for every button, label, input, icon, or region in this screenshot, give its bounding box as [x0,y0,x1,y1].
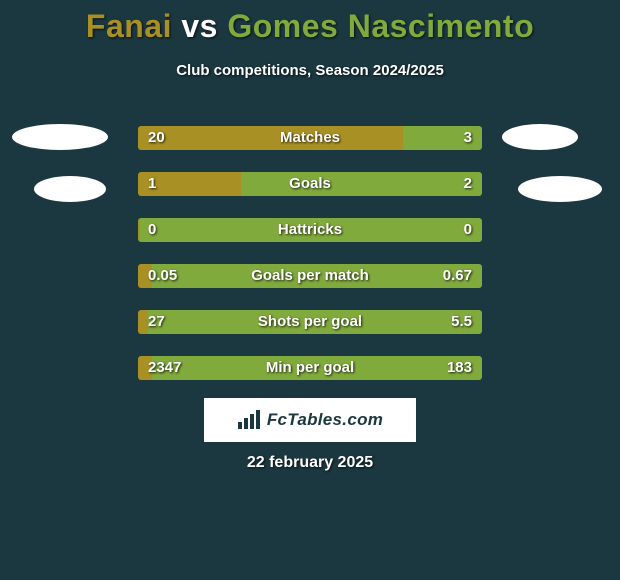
stat-bar-track [138,172,482,196]
stat-bar-track [138,264,482,288]
stat-bar-segment-a [138,264,152,288]
stat-bar-segment-a [138,356,152,380]
page-title: Fanai vs Gomes Nascimento [0,8,620,45]
stat-row: Shots per goal275.5 [138,310,482,334]
title-vs: vs [172,8,227,44]
stat-row: Hattricks00 [138,218,482,242]
fctables-badge: FcTables.com [204,398,416,442]
stat-bar-segment-b [241,172,482,196]
bar-chart-icon [237,410,261,430]
stat-bar-segment-b [140,218,482,242]
subtitle: Club competitions, Season 2024/2025 [0,62,620,79]
stat-row: Goals per match0.050.67 [138,264,482,288]
stat-bar-segment-b [152,264,482,288]
stat-row: Goals12 [138,172,482,196]
title-player-a: Fanai [86,8,172,44]
avatar-player-a-2 [34,176,106,202]
stat-bar-track [138,310,482,334]
date-label: 22 february 2025 [0,454,620,472]
stat-row: Matches203 [138,126,482,150]
stat-bar-segment-b [152,356,482,380]
stat-row: Min per goal2347183 [138,356,482,380]
stat-bar-track [138,356,482,380]
title-player-b: Gomes Nascimento [227,8,534,44]
stat-bar-segment-a [138,310,148,334]
stat-bar-segment-a [138,172,241,196]
badge-text: FcTables.com [267,410,383,430]
avatar-player-b-1 [502,124,578,150]
stat-bar-track [138,126,482,150]
stat-bar-segment-b [403,126,482,150]
avatar-player-b-2 [518,176,602,202]
avatar-player-a-1 [12,124,108,150]
stat-bar-segment-b [148,310,482,334]
stat-bar-track [138,218,482,242]
comparison-infographic: Fanai vs Gomes Nascimento Club competiti… [0,0,620,580]
stat-bar-segment-a [138,126,403,150]
